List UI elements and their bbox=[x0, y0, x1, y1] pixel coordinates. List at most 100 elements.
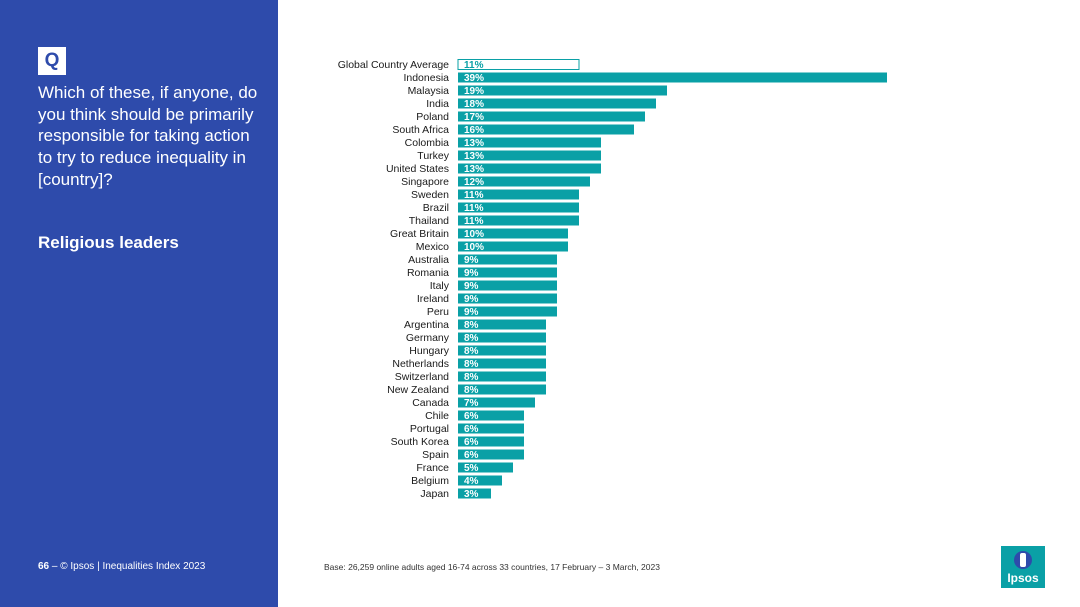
value-label: 7% bbox=[464, 398, 479, 409]
footer-separator: – bbox=[51, 561, 58, 572]
data-bar bbox=[458, 384, 546, 395]
category-label: South Africa bbox=[392, 124, 449, 136]
value-label: 5% bbox=[464, 463, 479, 474]
category-label: Hungary bbox=[409, 345, 449, 357]
data-bar bbox=[458, 176, 590, 187]
copyright-text: © Ipsos | Inequalities Index 2023 bbox=[60, 561, 206, 572]
value-label: 19% bbox=[464, 86, 484, 97]
value-label: 8% bbox=[464, 320, 479, 331]
value-label: 3% bbox=[464, 489, 479, 500]
value-label: 8% bbox=[464, 359, 479, 370]
category-label: Spain bbox=[422, 449, 449, 461]
data-bar bbox=[458, 98, 656, 109]
category-label: Portugal bbox=[410, 423, 449, 435]
category-label: Sweden bbox=[411, 189, 449, 201]
category-label: Japan bbox=[420, 488, 449, 500]
category-label: United States bbox=[386, 163, 449, 175]
data-bar bbox=[458, 397, 535, 408]
category-label: Brazil bbox=[423, 202, 449, 214]
category-label: Malaysia bbox=[408, 85, 450, 97]
data-bar bbox=[458, 111, 645, 122]
value-label: 11% bbox=[464, 190, 484, 201]
data-bar bbox=[458, 293, 557, 304]
data-bar bbox=[458, 228, 568, 239]
value-label: 18% bbox=[464, 99, 484, 110]
chart-subtitle: Religious leaders bbox=[38, 233, 179, 252]
category-label: Global Country Average bbox=[338, 59, 449, 71]
value-label: 10% bbox=[464, 229, 484, 240]
value-label: 10% bbox=[464, 242, 484, 253]
value-label: 11% bbox=[464, 60, 484, 71]
category-label: Argentina bbox=[404, 319, 449, 331]
data-bar bbox=[458, 319, 546, 330]
data-bar bbox=[458, 475, 502, 486]
data-bar bbox=[458, 462, 513, 473]
data-bar bbox=[458, 72, 887, 83]
value-label: 8% bbox=[464, 385, 479, 396]
category-label: France bbox=[416, 462, 449, 474]
value-label: 8% bbox=[464, 333, 479, 344]
data-bar bbox=[458, 358, 546, 369]
value-label: 17% bbox=[464, 112, 484, 123]
data-bar bbox=[458, 137, 601, 148]
category-label: Romania bbox=[407, 267, 449, 279]
base-note: Base: 26,259 online adults aged 16-74 ac… bbox=[324, 562, 660, 572]
average-bar bbox=[457, 59, 580, 70]
question-badge: Q bbox=[38, 47, 66, 75]
value-label: 11% bbox=[464, 203, 484, 214]
category-label: Turkey bbox=[417, 150, 449, 162]
data-bar bbox=[458, 371, 546, 382]
value-label: 9% bbox=[464, 307, 479, 318]
value-label: 39% bbox=[464, 73, 484, 84]
category-label: India bbox=[426, 98, 449, 110]
category-label: Chile bbox=[425, 410, 449, 422]
value-label: 9% bbox=[464, 268, 479, 279]
data-bar bbox=[458, 306, 557, 317]
category-label: Thailand bbox=[409, 215, 449, 227]
category-label: Switzerland bbox=[395, 371, 449, 383]
value-label: 6% bbox=[464, 411, 479, 422]
category-label: Poland bbox=[416, 111, 449, 123]
value-label: 11% bbox=[464, 216, 484, 227]
data-bar bbox=[458, 202, 579, 213]
value-label: 6% bbox=[464, 424, 479, 435]
category-label: Colombia bbox=[405, 137, 450, 149]
value-label: 6% bbox=[464, 437, 479, 448]
value-label: 12% bbox=[464, 177, 484, 188]
data-bar bbox=[458, 241, 568, 252]
data-bar bbox=[458, 488, 491, 499]
data-bar bbox=[458, 124, 634, 135]
data-bar bbox=[458, 423, 524, 434]
category-label: Mexico bbox=[416, 241, 449, 253]
sidebar-panel: Q Which of these, if anyone, do you thin… bbox=[0, 0, 278, 607]
data-bar bbox=[458, 150, 601, 161]
value-label: 4% bbox=[464, 476, 479, 487]
category-label: Australia bbox=[408, 254, 449, 266]
value-label: 8% bbox=[464, 372, 479, 383]
value-label: 13% bbox=[464, 151, 484, 162]
value-label: 9% bbox=[464, 281, 479, 292]
category-label: New Zealand bbox=[387, 384, 449, 396]
bar-chart: Global Country Average 11% Indonesia 39% Mal… bbox=[338, 59, 887, 500]
category-label: Germany bbox=[406, 332, 450, 344]
value-label: 16% bbox=[464, 125, 484, 136]
category-label: South Korea bbox=[391, 436, 450, 448]
data-bar bbox=[458, 449, 524, 460]
data-bar bbox=[458, 254, 557, 265]
category-label: Italy bbox=[430, 280, 450, 292]
data-bar bbox=[458, 85, 667, 96]
value-label: 9% bbox=[464, 294, 479, 305]
data-bar bbox=[458, 332, 546, 343]
data-bar bbox=[458, 345, 546, 356]
data-bar bbox=[458, 163, 601, 174]
data-bar bbox=[458, 267, 557, 278]
category-label: Singapore bbox=[401, 176, 449, 188]
value-label: 8% bbox=[464, 346, 479, 357]
value-label: 13% bbox=[464, 164, 484, 175]
category-label: Great Britain bbox=[390, 228, 449, 240]
data-bar bbox=[458, 280, 557, 291]
category-label: Ireland bbox=[417, 293, 449, 305]
ipsos-logo: Ipsos bbox=[1001, 546, 1045, 588]
page-number: 66 bbox=[38, 561, 50, 572]
category-label: Netherlands bbox=[392, 358, 449, 370]
